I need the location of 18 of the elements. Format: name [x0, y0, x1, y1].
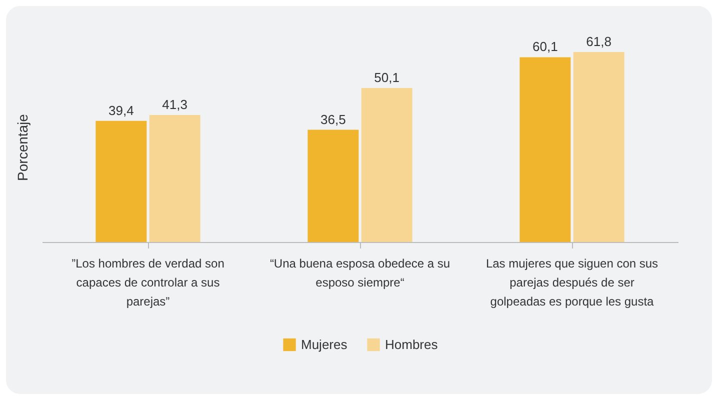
x-tick-label: ”Los hombres de verdad son capaces de controlar a sus parejas” [72, 256, 224, 308]
bar [96, 120, 147, 242]
data-label: 61,8 [586, 34, 612, 49]
y-axis-title: Porcentaje [14, 114, 30, 181]
bar [361, 88, 412, 242]
bar [520, 57, 571, 242]
data-label: 50,1 [374, 70, 400, 85]
data-label: 39,4 [108, 102, 134, 118]
x-tick-label: Las mujeres que siguen con sus parejas después de ser golpeadas es porque les gusta [486, 256, 658, 308]
legend-label: Hombres [385, 336, 438, 352]
bar [149, 115, 200, 242]
data-label: 41,3 [162, 97, 188, 112]
bar [573, 52, 624, 242]
data-label: 36,5 [320, 112, 346, 127]
bar [308, 130, 359, 242]
data-label: 60,1 [532, 39, 558, 54]
x-tick-label: “Una buena esposa obedece a su esposo siempre“ [270, 256, 450, 290]
legend-label: Mujeres [301, 336, 348, 352]
